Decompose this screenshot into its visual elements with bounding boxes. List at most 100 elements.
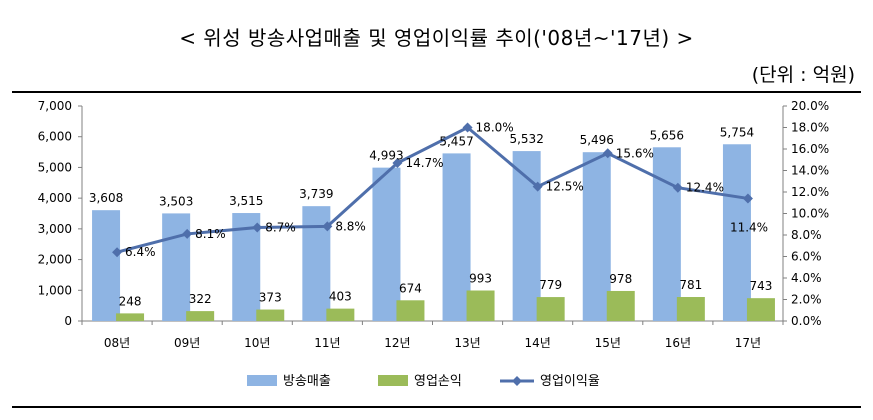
operating-profit-bar (326, 308, 355, 321)
left-tick-label: 6,000 (38, 130, 72, 144)
sales-data-label: 5,457 (439, 134, 473, 148)
top-rule (12, 91, 861, 93)
bottom-rule (12, 406, 861, 408)
left-tick-label: 1,000 (38, 283, 72, 297)
operating-profit-data-label: 743 (749, 279, 772, 293)
operating-profit-bar (606, 290, 635, 321)
right-tick-label: 4.0% (791, 271, 822, 285)
operating-profit-data-label: 993 (469, 272, 492, 286)
sales-data-label: 5,532 (509, 132, 543, 146)
operating-profit-bar (536, 297, 565, 321)
sales-data-label: 5,496 (580, 133, 614, 147)
right-tick-label: 2.0% (791, 293, 822, 307)
margin-data-label: 8.8% (335, 219, 366, 233)
operating-profit-bar (396, 300, 425, 321)
sales-bar (582, 152, 611, 321)
x-tick-label: 17년 (735, 336, 761, 350)
legend-margin-label: 영업이익율 (540, 374, 600, 389)
left-tick-label: 0 (64, 314, 72, 328)
left-tick-label: 3,000 (38, 222, 72, 236)
x-tick-label: 12년 (384, 336, 410, 350)
margin-data-label: 14.7% (405, 156, 443, 170)
margin-marker (532, 181, 543, 192)
x-tick-label: 16년 (665, 336, 691, 350)
margin-marker (672, 182, 683, 193)
sales-data-label: 3,515 (229, 194, 263, 208)
right-tick-label: 6.0% (791, 250, 822, 264)
operating-profit-bar (186, 311, 215, 321)
margin-data-label: 12.5% (546, 180, 584, 194)
legend-operating-profit-swatch (378, 375, 408, 386)
margin-data-label: 15.6% (616, 146, 654, 160)
sales-bar (722, 144, 751, 321)
left-tick-label: 2,000 (38, 253, 72, 267)
operating-profit-bar (676, 297, 705, 321)
legend-operating-profit-label: 영업손익 (414, 374, 462, 389)
operating-profit-data-label: 779 (539, 278, 562, 292)
margin-marker (462, 122, 473, 133)
x-tick-label: 11년 (314, 336, 340, 350)
sales-bar (652, 147, 681, 321)
left-tick-label: 5,000 (38, 160, 72, 174)
margin-marker (252, 222, 263, 233)
right-tick-label: 14.0% (791, 164, 829, 178)
margin-data-label: 18.0% (476, 121, 514, 135)
left-tick-label: 4,000 (38, 191, 72, 205)
operating-profit-bar (746, 298, 775, 321)
margin-line (116, 125, 749, 254)
unit-label: (단위 : 억원) (751, 64, 855, 86)
right-tick-label: 20.0% (791, 99, 829, 113)
operating-profit-data-label: 322 (189, 292, 212, 306)
sales-data-label: 3,608 (89, 191, 123, 205)
x-tick-label: 15년 (595, 336, 621, 350)
legend-sales-label: 방송매출 (283, 374, 331, 389)
sales-bar (512, 151, 541, 321)
margin-marker (112, 247, 123, 258)
x-tick-label: 13년 (454, 336, 480, 350)
margin-data-label: 11.4% (730, 220, 768, 234)
operating-profit-data-label: 674 (399, 281, 422, 295)
margin-data-label: 6.4% (125, 245, 156, 259)
margin-marker (182, 228, 193, 239)
sales-data-label: 5,754 (720, 125, 754, 139)
right-tick-label: 0.0% (791, 314, 822, 328)
sales-data-label: 4,993 (369, 149, 403, 163)
margin-data-label: 12.4% (686, 181, 724, 195)
sales-bar (92, 210, 121, 321)
chart-title: < 위성 방송사업매출 및 영업이익률 추이('08년~'17년) > (179, 26, 694, 50)
margin-data-label: 8.7% (265, 220, 296, 234)
left-tick-label: 7,000 (38, 99, 72, 113)
sales-bar (442, 153, 471, 321)
margin-marker (392, 157, 403, 168)
right-tick-label: 16.0% (791, 142, 829, 156)
margin-marker (322, 221, 333, 232)
sales-data-label: 5,656 (650, 128, 684, 142)
sales-data-label: 3,503 (159, 194, 193, 208)
operating-profit-bar (466, 290, 495, 321)
x-tick-label: 14년 (524, 336, 550, 350)
operating-profit-data-label: 781 (679, 278, 702, 292)
sales-bar (162, 213, 191, 321)
x-tick-label: 09년 (174, 336, 200, 350)
margin-data-label: 8.1% (195, 227, 226, 241)
sales-data-label: 3,739 (299, 187, 333, 201)
operating-profit-bar (256, 309, 285, 321)
sales-bar (232, 213, 261, 321)
legend-sales-swatch (247, 375, 277, 386)
margin-marker (742, 193, 753, 204)
operating-profit-data-label: 403 (329, 290, 352, 304)
legend-margin-marker (512, 376, 522, 386)
operating-profit-data-label: 373 (259, 291, 282, 305)
right-tick-label: 18.0% (791, 121, 829, 135)
right-tick-label: 10.0% (791, 207, 829, 221)
sales-bar (372, 167, 401, 321)
right-tick-label: 12.0% (791, 185, 829, 199)
x-tick-label: 10년 (244, 336, 270, 350)
x-tick-label: 08년 (104, 336, 130, 350)
operating-profit-data-label: 248 (119, 294, 142, 308)
margin-marker (602, 148, 613, 159)
right-tick-label: 8.0% (791, 228, 822, 242)
operating-profit-data-label: 978 (609, 272, 632, 286)
operating-profit-bar (116, 313, 145, 321)
